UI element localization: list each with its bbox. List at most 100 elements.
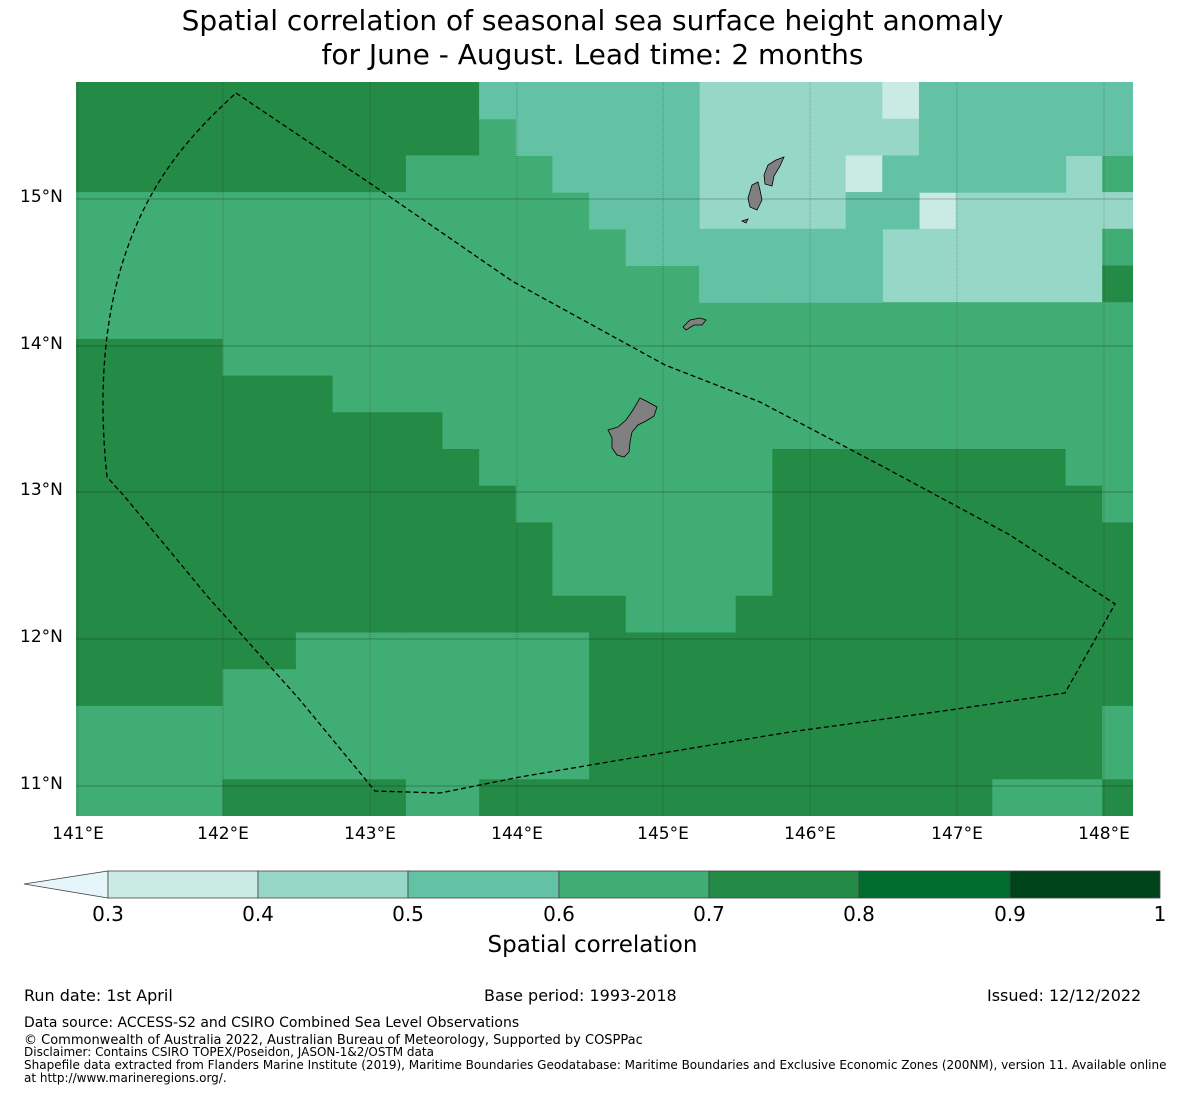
grid-cell [222, 265, 260, 303]
grid-cell [625, 155, 663, 193]
grid-cell [918, 302, 957, 340]
grid-cell [1102, 375, 1133, 413]
grid-cell [809, 192, 847, 230]
grid-cell [882, 192, 920, 230]
grid-cell [515, 412, 554, 450]
grid-cell [662, 559, 700, 597]
grid-cell [112, 155, 150, 193]
grid-cell [1102, 412, 1133, 450]
grid-cell [1065, 412, 1103, 450]
grid-cell [809, 632, 847, 670]
grid-cell [918, 82, 957, 120]
grid-cell [552, 82, 590, 120]
grid-cell [112, 375, 150, 413]
grid-cell [845, 338, 883, 377]
grid-cell [515, 705, 554, 744]
grid-cell [149, 228, 187, 267]
grid-cell [442, 375, 480, 413]
grid-cell [845, 705, 883, 744]
grid-cell [699, 412, 737, 450]
grid-cell [772, 302, 810, 340]
grid-cell [1028, 632, 1067, 670]
grid-cell [589, 742, 627, 780]
grid-cell [76, 705, 114, 744]
grid-cell [332, 669, 370, 707]
grid-cell [149, 485, 187, 523]
grid-cell [369, 705, 407, 744]
grid-cell [1028, 192, 1067, 230]
grid-cell [735, 412, 773, 450]
grid-cell [405, 522, 444, 560]
grid-cell [295, 118, 334, 156]
grid-cell [515, 742, 554, 780]
grid-cell [1102, 449, 1133, 487]
grid-cell [369, 595, 407, 634]
grid-cell [955, 632, 993, 670]
grid-cell [1065, 265, 1103, 303]
grid-cell [1028, 228, 1067, 267]
grid-cell [442, 779, 480, 816]
grid-cell [1028, 82, 1067, 120]
grid-cell [222, 559, 260, 597]
grid-cell [259, 265, 297, 303]
grid-cell [259, 522, 297, 560]
grid-cell [149, 669, 187, 707]
colorbar-segment [1009, 870, 1161, 899]
map-title: Spatial correlation of seasonal sea surf… [0, 4, 1185, 72]
grid-cell [735, 265, 773, 303]
colorbar-tick-0.5: 0.5 [392, 902, 424, 926]
grid-cell [589, 485, 627, 523]
grid-cell [479, 302, 517, 340]
grid-cell [882, 338, 920, 377]
grid-cell [552, 228, 590, 267]
grid-cell [845, 632, 883, 670]
grid-cell [185, 265, 224, 303]
grid-cell [992, 302, 1030, 340]
grid-cell [185, 742, 224, 780]
grid-cell [589, 705, 627, 744]
grid-cell [772, 632, 810, 670]
grid-cell [662, 82, 700, 120]
grid-cell [369, 265, 407, 303]
grid-cell [955, 118, 993, 156]
grid-cell [918, 449, 957, 487]
grid-cell [76, 228, 114, 267]
grid-cell [735, 705, 773, 744]
grid-cell [662, 449, 700, 487]
grid-cell [442, 485, 480, 523]
grid-cell [918, 155, 957, 193]
grid-cell [955, 779, 993, 816]
grid-cell [992, 228, 1030, 267]
grid-cell [1065, 779, 1103, 816]
grid-cell [185, 412, 224, 450]
grid-cell [992, 155, 1030, 193]
grid-cell [405, 118, 444, 156]
grid-cell [185, 485, 224, 523]
grid-cell [992, 632, 1030, 670]
grid-cell [369, 449, 407, 487]
grid-cell [1028, 779, 1067, 816]
grid-cell [552, 595, 590, 634]
grid-cell [589, 375, 627, 413]
grid-cell [515, 228, 554, 267]
grid-cell [882, 485, 920, 523]
grid-cell [625, 82, 663, 120]
grid-cell [552, 412, 590, 450]
grid-cell [76, 338, 114, 377]
grid-cell [442, 412, 480, 450]
grid-cell [1065, 559, 1103, 597]
grid-cell [185, 595, 224, 634]
grid-cell [772, 265, 810, 303]
grid-cell [222, 669, 260, 707]
grid-cell [699, 705, 737, 744]
title-line-1: Spatial correlation of seasonal sea surf… [181, 4, 1004, 37]
colorbar-label: Spatial correlation [487, 932, 698, 958]
grid-cell [882, 228, 920, 267]
grid-cell [918, 338, 957, 377]
grid-cell [589, 82, 627, 120]
grid-cell [76, 265, 114, 303]
grid-cell [625, 449, 663, 487]
grid-cell [918, 228, 957, 267]
grid-cell [809, 265, 847, 303]
grid-cell [185, 632, 224, 670]
